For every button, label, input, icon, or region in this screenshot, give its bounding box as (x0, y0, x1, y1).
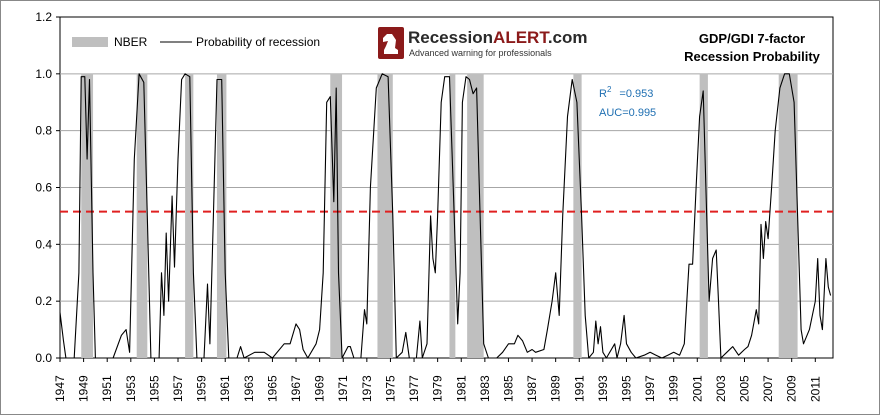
x-tick-label: 2001 (690, 375, 704, 402)
x-tick-label: 2009 (785, 375, 799, 402)
y-tick-label: 0.8 (35, 124, 52, 138)
nber-recession-band (778, 73, 798, 358)
nber-recession-band (216, 73, 227, 358)
legend-nber-swatch (72, 37, 108, 47)
x-tick-label: 1971 (336, 375, 350, 402)
nber-recession-band (81, 73, 94, 358)
y-tick-label: 0.0 (35, 351, 52, 365)
x-tick-label: 1955 (147, 375, 161, 402)
x-tick-label: 1995 (619, 375, 633, 402)
nber-recession-band (467, 73, 484, 358)
y-tick-label: 0.2 (35, 294, 52, 308)
y-axis-ticks: 0.0 0.2 0.4 0.6 0.8 1.0 1.2 (35, 10, 60, 365)
nber-recession-band (699, 73, 708, 358)
x-tick-label: 1973 (360, 375, 374, 402)
nber-recession-band (377, 73, 393, 358)
nber-recession-band (185, 73, 194, 358)
x-tick-label: 1947 (53, 375, 67, 402)
x-tick-label: 1999 (667, 375, 681, 402)
x-tick-label: 1957 (171, 375, 185, 402)
x-tick-label: 1997 (643, 375, 657, 402)
x-tick-label: 1989 (549, 375, 563, 402)
x-tick-label: 1953 (124, 375, 138, 402)
x-tick-label: 2011 (808, 376, 822, 402)
y-tick-label: 0.4 (35, 237, 52, 251)
x-tick-label: 1985 (501, 375, 515, 402)
x-tick-label: 1993 (596, 375, 610, 402)
x-tick-label: 1961 (218, 375, 232, 402)
auc-annotation: AUC=0.995 (599, 107, 656, 119)
x-tick-label: 1951 (100, 375, 114, 402)
x-tick-label: 2003 (714, 375, 728, 402)
recessionalert-logo: RecessionALERT.com Advanced warning for … (378, 27, 588, 59)
x-tick-label: 1963 (242, 375, 256, 402)
x-tick-label: 1965 (265, 375, 279, 402)
nber-recession-band (573, 73, 582, 358)
legend-line-label: Probability of recession (196, 35, 320, 49)
brand-tagline: Advanced warning for professionals (409, 48, 552, 58)
x-tick-label: 1983 (478, 375, 492, 402)
x-tick-label: 1975 (383, 375, 397, 402)
x-tick-label: 1979 (431, 375, 445, 402)
legend-nber-label: NBER (114, 35, 148, 49)
x-tick-label: 1967 (289, 375, 303, 402)
nber-recession-band (136, 73, 148, 358)
x-axis-ticks: 1947 1949 1951 1953 1955 1957 1959 1961 1963 1965… (53, 358, 822, 402)
probability-line (59, 73, 832, 359)
x-tick-label: 1959 (195, 375, 209, 402)
brand-name: RecessionALERT.com (408, 28, 588, 47)
y-tick-label: 0.6 (35, 181, 52, 195)
x-tick-label: 1977 (407, 375, 421, 402)
nber-recession-bands (81, 73, 798, 358)
x-tick-label: 1949 (77, 375, 91, 402)
x-tick-label: 1987 (525, 375, 539, 402)
x-tick-label: 1981 (454, 375, 468, 402)
nber-recession-band (449, 73, 456, 358)
chart-subtitle: Recession Probability (684, 49, 821, 64)
y-tick-label: 1.0 (35, 67, 52, 81)
knight-glyph (383, 34, 398, 54)
x-tick-label: 1969 (313, 375, 327, 402)
y-tick-label: 1.2 (35, 10, 52, 24)
x-tick-label: 2007 (761, 375, 775, 402)
x-tick-label: 2005 (737, 375, 751, 402)
probability-series (59, 73, 832, 359)
x-tick-label: 1991 (572, 375, 586, 402)
chart-title: GDP/GDI 7-factor (699, 31, 805, 46)
r-squared-annotation: R2 =0.953 (599, 85, 653, 100)
legend: NBER Probability of recession (72, 35, 320, 49)
nber-recession-band (330, 73, 343, 358)
